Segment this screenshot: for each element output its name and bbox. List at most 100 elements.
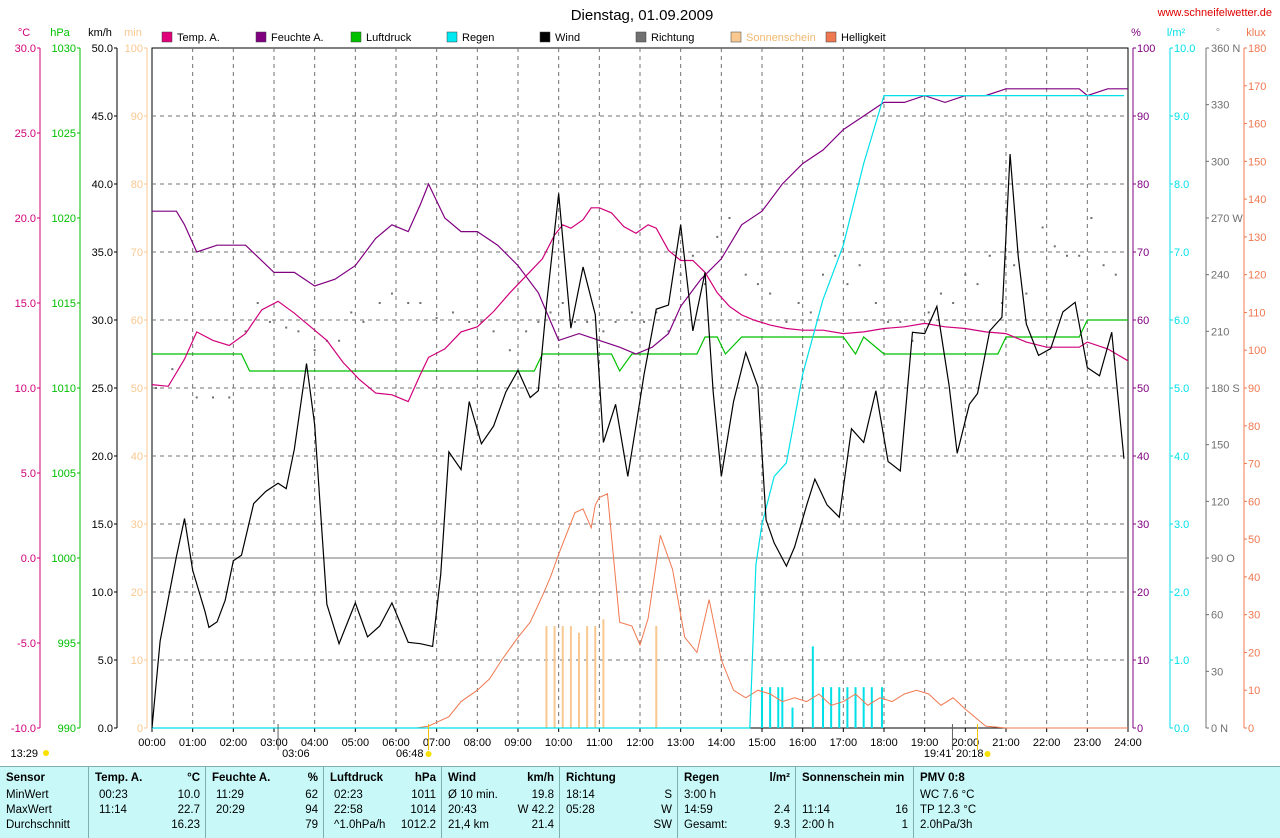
- stats-dir-value: W: [661, 804, 672, 816]
- stats-pmv-col: PMV 0:8 WC 7.6 °C TP 12.3 °C 2.0hPa/3h: [913, 767, 1280, 838]
- time-tick-label: 16:00: [789, 737, 817, 749]
- direction-unit: °: [1216, 27, 1220, 39]
- legend-swatch: [539, 31, 551, 43]
- sunshine-tick-label: 10: [131, 655, 143, 667]
- humidity-tick-label: 20: [1137, 587, 1149, 599]
- humidity-tick-label: 30: [1137, 519, 1149, 531]
- direction-tick-label: 150: [1211, 440, 1229, 452]
- stats-pmv-row: 2.0hPa/3h: [920, 819, 1275, 833]
- stats-dir-col: Richtung 18:14 S 05:28 W SW: [559, 767, 678, 838]
- rain-tick-label: 1.0: [1174, 655, 1189, 667]
- stats-sensor-col: Sensor MinWert MaxWert Durchschnitt: [0, 767, 88, 838]
- brightness-line: [152, 493, 1128, 729]
- direction-tick-label: 0 N: [1211, 723, 1228, 735]
- stats-hum-value: 94: [305, 804, 318, 816]
- brightness-tick-label: 180: [1248, 43, 1266, 55]
- stats-hum-value: 79: [305, 819, 318, 831]
- rain-tick-label: 5.0: [1174, 383, 1189, 395]
- temp-tick-label: -5.0: [17, 638, 36, 650]
- direction-point: [451, 311, 454, 314]
- legend-swatch: [446, 31, 458, 43]
- stats-hum-value: 62: [305, 789, 318, 801]
- brightness-tick-label: 160: [1248, 119, 1266, 131]
- stats-wind-time: Ø 10 min.: [448, 789, 498, 801]
- direction-point: [911, 339, 914, 342]
- stats-dir-row: 05:28 W: [566, 804, 672, 818]
- time-tick-label: 07:00: [423, 737, 451, 749]
- direction-point: [419, 302, 422, 304]
- direction-point: [769, 292, 772, 295]
- wind-line: [151, 154, 1125, 729]
- direction-point: [643, 320, 646, 323]
- sunshine-tick-label: 60: [131, 315, 143, 327]
- humidity-tick-label: 60: [1137, 315, 1149, 327]
- time-tick-label: 10:00: [545, 737, 573, 749]
- stats-hum-row: 79: [212, 819, 318, 833]
- stats-temp-row: 16.23: [95, 819, 200, 833]
- humidity-tick-label: 10: [1137, 655, 1149, 667]
- stats-dir-row: 18:14 S: [566, 789, 672, 803]
- stats-temp-col: Temp. A. °C 00:23 10.0 11:14 22.7 16.23: [88, 767, 206, 838]
- stats-wind-unit: km/h: [527, 772, 554, 784]
- brightness-tick-label: 10: [1248, 685, 1260, 697]
- direction-point: [1090, 217, 1093, 219]
- time-tick-label: 24:00: [1114, 737, 1142, 749]
- stats-temp-row: 11:14 22.7: [95, 804, 200, 818]
- pressure-tick-label: 1015: [52, 298, 76, 310]
- temp-unit: °C: [18, 27, 30, 39]
- stats-press-value: 1011: [411, 789, 436, 801]
- stats-sun-time: 11:14: [802, 804, 830, 816]
- direction-point: [407, 302, 410, 304]
- stats-rain-time: Gesamt:: [684, 819, 728, 831]
- humidity-tick-label: 80: [1137, 179, 1149, 191]
- time-tick-label: 15:00: [748, 737, 776, 749]
- time-tick-label: 17:00: [830, 737, 858, 749]
- stats-hum-unit: %: [307, 772, 318, 784]
- stats-row-avg: Durchschnitt: [6, 819, 70, 831]
- direction-point: [630, 311, 633, 314]
- sunshine-tick-label: 30: [131, 519, 143, 531]
- stats-sun-head: Sonnenschein min: [802, 772, 905, 784]
- direction-tick-label: 360 N: [1211, 43, 1240, 55]
- time-tick-label: 00:00: [138, 737, 166, 749]
- direction-point: [171, 368, 174, 371]
- direction-tick-label: 180 S: [1211, 383, 1240, 395]
- humidity-tick-label: 100: [1137, 43, 1155, 55]
- legend-label: Richtung: [651, 32, 694, 44]
- legend-swatch: [255, 31, 267, 43]
- direction-point: [679, 273, 682, 276]
- direction-point: [1066, 254, 1068, 257]
- direction-point: [573, 320, 576, 323]
- direction-point: [1078, 254, 1081, 257]
- stats-dir-time: 18:14: [566, 789, 595, 801]
- pressure-tick-label: 1025: [52, 128, 76, 140]
- brightness-tick-label: 130: [1248, 232, 1266, 244]
- direction-point: [350, 311, 353, 314]
- direction-tick-label: 300: [1211, 156, 1229, 168]
- direction-point: [858, 264, 861, 267]
- stats-hum-time: 11:29: [216, 789, 244, 801]
- direction-point: [228, 396, 231, 399]
- direction-point: [435, 317, 438, 320]
- direction-point: [899, 320, 902, 323]
- moon-marker-label: 03:06: [282, 748, 310, 760]
- chart-title: Dienstag, 01.09.2009: [571, 7, 714, 24]
- stats-press-col: Luftdruck hPa 02:23 1011 22:58 1014 ^1.0hPa/h 1…: [323, 767, 442, 838]
- site-link[interactable]: www.schneifelwetter.de: [1157, 7, 1272, 19]
- stats-rain-row: 14:59 2.4: [684, 804, 790, 818]
- direction-point: [549, 311, 552, 314]
- direction-point: [874, 302, 877, 304]
- rain-tick-label: 8.0: [1174, 179, 1189, 191]
- legend-swatch: [350, 31, 362, 43]
- pressure-tick-label: 995: [58, 638, 76, 650]
- direction-point: [390, 292, 393, 295]
- pressure-tick-label: 990: [58, 723, 76, 735]
- pressure-tick-label: 1005: [52, 468, 76, 480]
- wind-tick-label: 50.0: [92, 43, 113, 55]
- direction-point: [155, 387, 158, 389]
- sunshine-tick-label: 90: [131, 111, 143, 123]
- direction-point: [964, 273, 967, 276]
- stats-dir-time: 05:28: [566, 804, 595, 816]
- stats-rain-row: 3:00 h: [684, 789, 790, 803]
- brightness-tick-label: 100: [1248, 345, 1266, 357]
